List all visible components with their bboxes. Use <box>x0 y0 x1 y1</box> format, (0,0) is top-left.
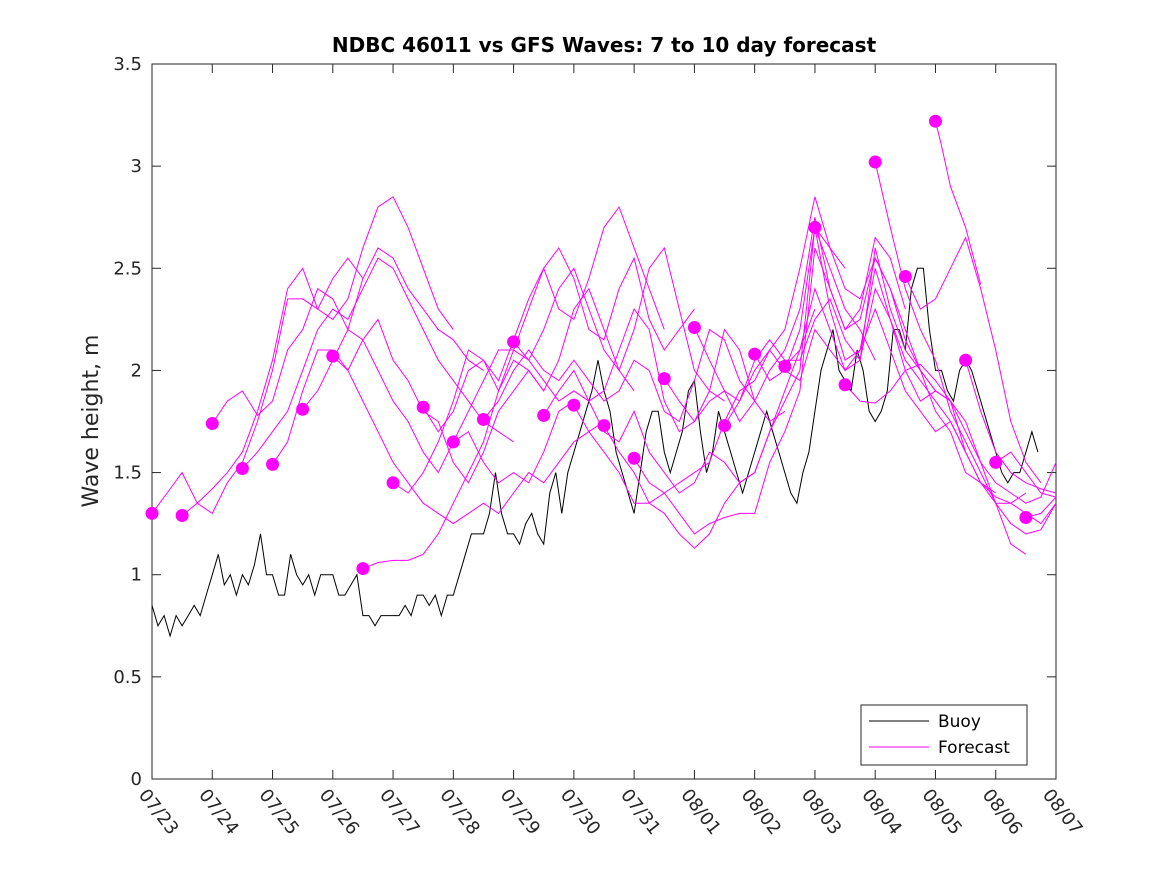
buoy-series-line <box>151 267 1039 638</box>
forecast-run-line <box>573 196 846 504</box>
forecast-start-point <box>778 359 792 373</box>
x-tick-label: 08/05 <box>918 785 966 839</box>
plot-area: 00.511.522.533.507/23 07/24 07/25 07/26 07/2… <box>113 54 1086 839</box>
forecast-start-point <box>205 417 219 431</box>
forecast-start-point <box>446 435 460 449</box>
forecast-start-point <box>175 508 189 522</box>
x-tick-label: 07/26 <box>315 785 363 839</box>
forecast-start-point <box>898 269 912 283</box>
forecast-start-point <box>145 506 159 520</box>
forecast-start-point <box>989 455 1003 469</box>
y-tick-label: 1.5 <box>113 463 142 484</box>
y-tick-label: 0 <box>131 769 142 790</box>
forecast-start-point <box>356 562 370 576</box>
forecast-run-line <box>302 328 575 484</box>
forecast-start-point <box>597 419 611 433</box>
forecast-start-point <box>808 220 822 234</box>
x-tick-label: 08/03 <box>797 785 845 839</box>
y-tick-label: 0.5 <box>113 667 142 688</box>
y-axis-label: Wave height, m <box>79 335 104 508</box>
forecast-start-point <box>748 347 762 361</box>
x-tick-label: 08/07 <box>1038 785 1086 839</box>
y-tick-label: 3.5 <box>113 54 142 75</box>
legend-box <box>860 704 1028 766</box>
forecast-run-line <box>242 257 514 469</box>
forecast-run-line <box>181 196 454 516</box>
x-tick-label: 08/06 <box>978 785 1026 839</box>
forecast-start-point <box>476 412 490 426</box>
forecast-run-line <box>422 246 695 433</box>
legend: Buoy Forecast <box>860 704 1028 766</box>
forecast-run-line <box>603 227 876 549</box>
forecast-start-point <box>537 408 551 422</box>
forecast-start-point <box>507 335 521 349</box>
y-tick-label: 2.5 <box>113 258 142 279</box>
chart-title: NDBC 46011 vs GFS Waves: 7 to 10 day for… <box>332 33 877 57</box>
forecast-run-line <box>392 205 665 494</box>
forecast-start-point <box>296 402 310 416</box>
forecast-start-point <box>386 476 400 490</box>
forecast-start-point <box>657 372 671 386</box>
legend-buoy-label: Buoy <box>938 712 981 732</box>
forecast-run-line <box>151 257 364 515</box>
x-tick-label: 07/24 <box>194 785 242 839</box>
y-tick-label: 2 <box>131 360 142 381</box>
x-tick-label: 07/30 <box>556 785 604 839</box>
x-tick-label: 07/23 <box>134 785 182 839</box>
forecast-run-line <box>874 161 1027 555</box>
x-tick-label: 08/04 <box>857 785 905 839</box>
legend-forecast-label: Forecast <box>938 738 1010 758</box>
x-tick-label: 07/28 <box>435 785 483 839</box>
forecast-start-point <box>868 155 882 169</box>
forecast-run-line <box>844 363 1057 535</box>
forecast-start-point <box>567 398 581 412</box>
forecast-run-line <box>633 236 906 535</box>
forecast-run-line <box>935 121 982 285</box>
forecast-start-point <box>326 349 340 363</box>
y-tick-label: 1 <box>131 565 142 586</box>
x-tick-label: 07/31 <box>616 785 664 839</box>
x-tick-label: 07/25 <box>255 785 303 839</box>
forecast-run-line <box>995 451 1057 498</box>
x-tick-label: 07/27 <box>375 785 423 839</box>
forecast-start-point <box>416 400 430 414</box>
forecast-run-line <box>272 318 545 484</box>
forecast-run-line <box>483 328 756 423</box>
forecast-start-point <box>266 457 280 471</box>
forecast-start-point <box>235 461 249 475</box>
forecast-start-point <box>687 321 701 335</box>
forecast-run-line <box>724 247 996 494</box>
y-tick-label: 3 <box>131 156 142 177</box>
forecast-run-line <box>452 246 725 443</box>
forecast-start-point <box>959 353 973 367</box>
forecast-start-point <box>718 419 732 433</box>
forecast-run-line <box>904 236 1042 484</box>
forecast-run-line <box>965 360 1057 494</box>
forecast-run-line <box>332 355 605 525</box>
forecast-start-point <box>1019 511 1033 525</box>
forecast-run-line <box>784 268 1057 525</box>
forecast-run-line <box>814 227 1057 504</box>
x-tick-label: 07/29 <box>496 785 544 839</box>
forecast-start-point <box>928 114 942 128</box>
forecast-start-point <box>627 451 641 465</box>
forecast-start-point <box>838 378 852 392</box>
x-tick-label: 08/02 <box>737 785 785 839</box>
forecast-run-line <box>513 308 786 433</box>
x-tick-label: 08/01 <box>676 785 724 839</box>
